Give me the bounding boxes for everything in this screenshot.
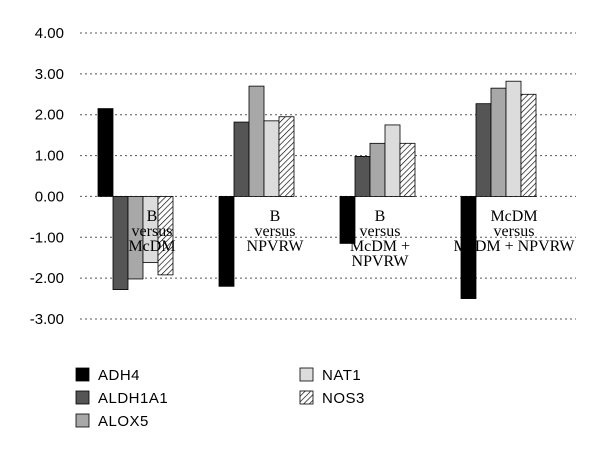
bar-alox5 — [369, 142, 386, 197]
bar-nat1 — [263, 120, 280, 197]
y-tick-label: -1.00 — [30, 229, 64, 246]
category-label: McDM + NPVRW — [453, 238, 575, 255]
category-label: versus — [132, 223, 173, 240]
legend-swatch-adh4 — [75, 367, 90, 382]
legend-swatch-alox5 — [75, 413, 90, 428]
legend-label-alox5: ALOX5 — [98, 413, 149, 430]
category-label: B — [375, 208, 386, 225]
category-label: McDM + — [350, 238, 410, 255]
bar-nos3 — [399, 142, 416, 197]
legend-label-nos3: NOS3 — [322, 390, 365, 407]
bar-aldh1a1 — [475, 103, 492, 197]
bar-nat1 — [505, 80, 522, 197]
bars — [97, 80, 537, 299]
bar-adh4 — [97, 108, 114, 197]
y-axis-ticks: 4.00 3.00 2.00 1.00 0.00 -1.00 -2.00 -3.00 — [30, 25, 64, 328]
legend-label-adh4: ADH4 — [98, 367, 140, 384]
category-label: NPVRW — [352, 253, 410, 270]
bar-aldh1a1 — [112, 196, 129, 290]
category-label: versus — [494, 223, 535, 240]
category-label: B — [147, 208, 158, 225]
category-label: McDM — [128, 238, 175, 255]
y-tick-label: 3.00 — [35, 66, 64, 83]
legend-label-aldh1a1: ALDH1A1 — [98, 390, 168, 407]
category-label: B — [270, 208, 281, 225]
category-label: NPVRW — [247, 238, 305, 255]
legend-swatch-nat1 — [299, 367, 314, 382]
bar-aldh1a1 — [233, 121, 250, 197]
y-tick-label: 1.00 — [35, 148, 64, 165]
bar-aldh1a1 — [354, 155, 371, 197]
category-label: McDM — [490, 208, 537, 225]
bar-alox5 — [248, 85, 265, 197]
legend-swatch-aldh1a1 — [75, 390, 90, 405]
bar-adh4 — [339, 196, 356, 244]
y-tick-label: 4.00 — [35, 25, 64, 42]
bar-adh4 — [218, 196, 235, 287]
y-tick-label: 2.00 — [35, 107, 64, 124]
bar-nos3 — [157, 196, 174, 276]
y-tick-label: -3.00 — [30, 311, 64, 328]
bar-adh4 — [460, 196, 477, 299]
legend-label-nat1: NAT1 — [322, 367, 361, 384]
legend: ADH4 ALDH1A1 ALOX5 NAT1 NOS3 — [75, 367, 365, 430]
category-label: versus — [360, 223, 401, 240]
category-label: versus — [255, 223, 296, 240]
bar-alox5 — [490, 87, 507, 197]
bar-nat1 — [384, 124, 401, 197]
y-tick-label: -2.00 — [30, 270, 64, 287]
legend-swatch-nos3 — [299, 390, 314, 405]
y-tick-label: 0.00 — [35, 188, 64, 205]
bar-nos3 — [278, 116, 295, 197]
bar-nos3 — [520, 93, 537, 197]
